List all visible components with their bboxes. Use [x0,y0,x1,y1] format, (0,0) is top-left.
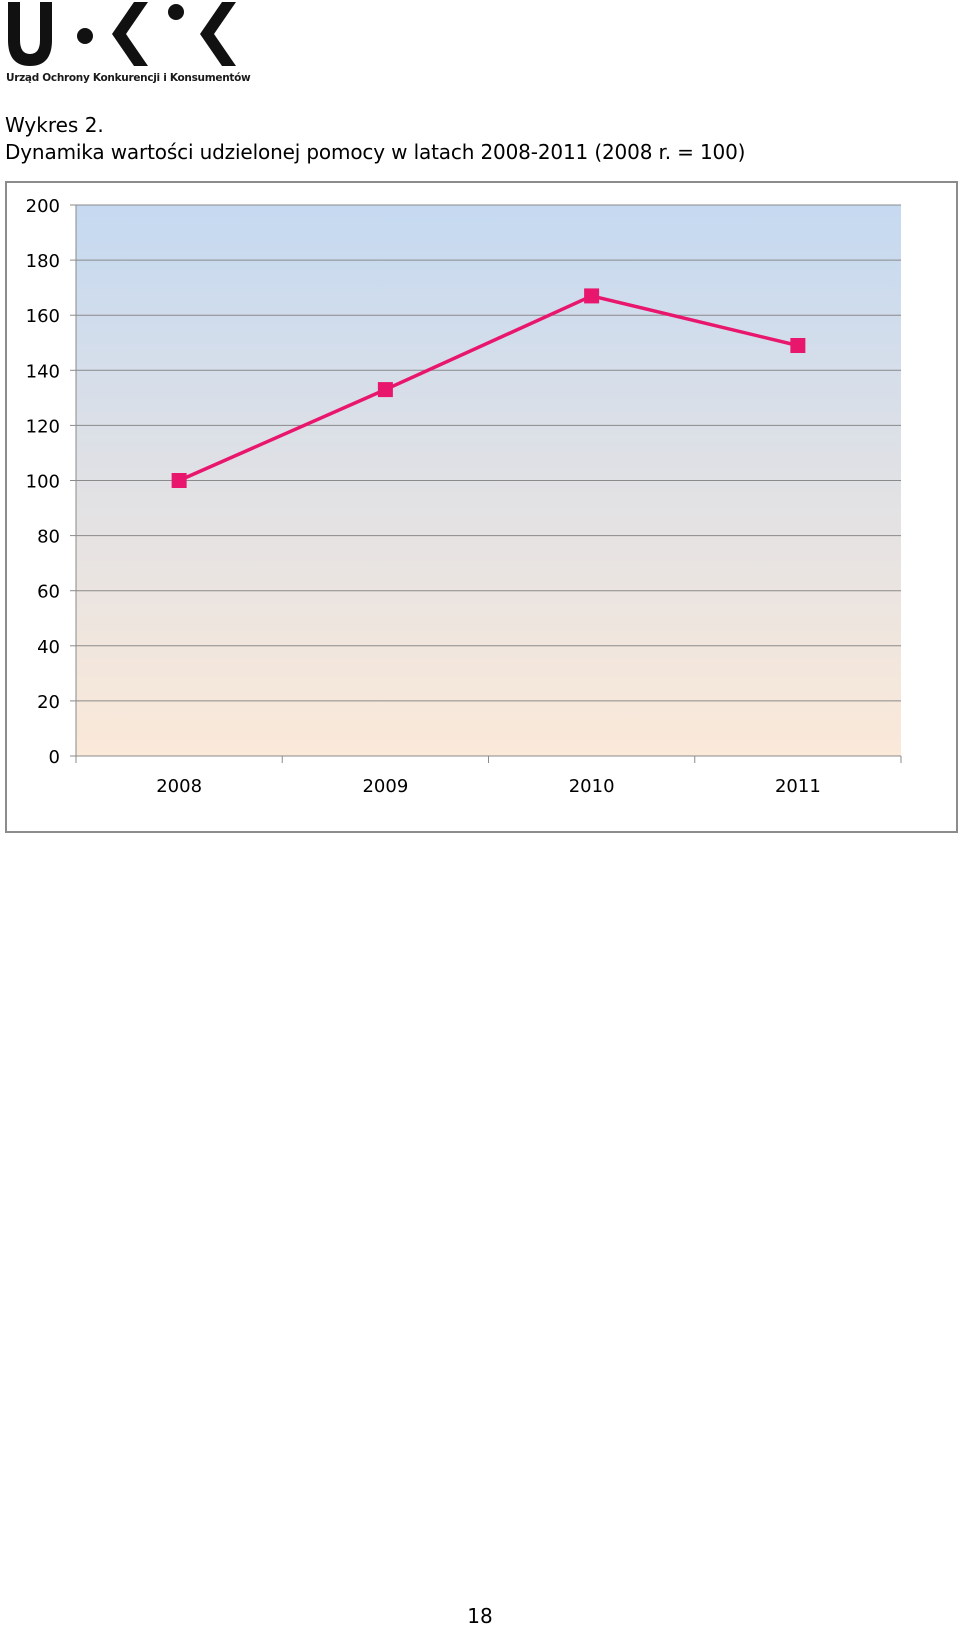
y-tick-label: 80 [37,527,60,548]
logo-caption: Urząd Ochrony Konkurencji i Konsumentów [6,72,251,84]
figure-label: Wykres 2. [5,113,104,137]
page-number: 18 [467,1604,493,1628]
y-tick-label: 120 [26,416,60,437]
y-tick-label: 20 [37,692,60,713]
data-point-marker [377,382,393,398]
uokik-logo [8,2,236,66]
chart-frame: 0 20 40 60 80 100 120 140 160 180 200 2008 2009 2010 2… [5,181,958,833]
y-tick-label: 60 [37,582,60,603]
y-tick-label: 180 [26,251,60,272]
line-chart: 0 20 40 60 80 100 120 140 160 180 200 2008 2009 2010 2… [26,196,902,797]
series-line [178,294,799,483]
figure-title: Dynamika wartości udzielonej pomocy w la… [5,140,746,164]
data-point-marker [584,288,600,304]
x-tick-label: 2010 [569,776,615,797]
y-tick-label: 40 [37,637,60,658]
x-tick-label: 2008 [156,776,202,797]
y-tick-label: 140 [26,361,60,382]
y-tick-label: 200 [26,196,60,217]
data-point-marker [171,473,187,488]
data-point-marker [790,338,806,354]
y-tick-label: 100 [26,472,60,493]
x-tick-label: 2009 [362,776,408,797]
x-tick-label: 2011 [775,776,821,797]
y-tick-label: 160 [26,306,60,327]
y-tick-label: 0 [49,747,60,768]
